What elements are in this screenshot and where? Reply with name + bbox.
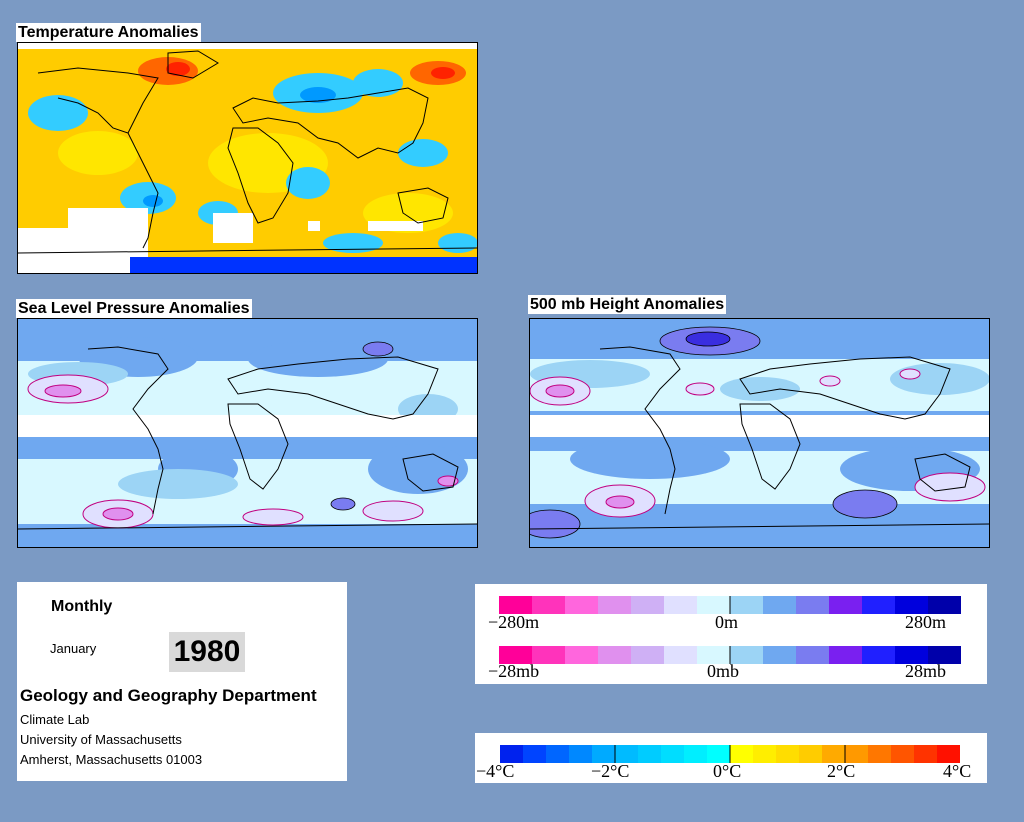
color-swatch [895, 596, 929, 614]
height-missing-band [530, 415, 989, 437]
color-swatch [730, 596, 764, 614]
coastlines [530, 346, 989, 530]
color-swatch [829, 596, 863, 614]
color-swatch [822, 745, 846, 763]
color-swatch [697, 646, 731, 664]
temperature-strong-cool [143, 87, 336, 207]
pressure-anomaly-map [17, 318, 478, 548]
color-swatch [697, 596, 731, 614]
color-swatch [565, 646, 599, 664]
color-swatch [937, 745, 960, 763]
color-swatch [664, 646, 698, 664]
temp-label-neg2: −2°C [591, 761, 630, 781]
year-label: 1980 [169, 632, 245, 672]
color-swatch [763, 646, 797, 664]
department-label: Geology and Geography Department [20, 686, 317, 705]
color-swatch [598, 596, 632, 614]
color-swatch [776, 745, 800, 763]
temperature-anomaly-map [17, 42, 478, 274]
color-swatch [546, 745, 570, 763]
color-swatch [753, 745, 777, 763]
coastlines [18, 346, 477, 530]
color-swatch [592, 745, 616, 763]
color-swatch [569, 745, 593, 763]
color-swatch [845, 745, 869, 763]
coastlines [18, 50, 477, 254]
height-anomaly-map [529, 318, 990, 548]
color-swatch [895, 646, 929, 664]
color-swatch [598, 646, 632, 664]
color-swatch [615, 745, 639, 763]
color-swatch [664, 596, 698, 614]
color-swatch [914, 745, 938, 763]
color-swatch [500, 745, 524, 763]
height-min-label: −280m [488, 612, 540, 632]
height-max-label: 280m [905, 612, 947, 632]
color-swatch [631, 646, 665, 664]
temp-label-4: 4°C [943, 761, 972, 781]
color-swatch [532, 596, 566, 614]
pressure-mid-label: 0mb [707, 661, 740, 681]
pressure-min-label: −28mb [488, 661, 540, 681]
color-swatch [862, 596, 896, 614]
color-swatch [730, 646, 764, 664]
pressure-missing-band [18, 415, 477, 437]
address-line: Amherst, Massachusetts 01003 [20, 752, 203, 767]
color-swatch [891, 745, 915, 763]
temp-label-2: 2°C [827, 761, 856, 781]
temperature-color-bar [500, 745, 960, 763]
color-swatch [829, 646, 863, 664]
temperature-map-title: Temperature Anomalies [16, 23, 201, 42]
month-label: January [50, 641, 97, 656]
color-swatch [763, 596, 797, 614]
color-swatch [532, 646, 566, 664]
university-line: University of Massachusetts [20, 732, 182, 747]
pressure-color-bar [499, 646, 961, 664]
mode-label: Monthly [51, 598, 113, 615]
pressure-max-label: 28mb [905, 661, 947, 681]
color-swatch [638, 745, 662, 763]
color-swatch [707, 745, 731, 763]
height-map-title: 500 mb Height Anomalies [528, 295, 727, 314]
color-swatch [684, 745, 708, 763]
temp-label-neg4: −4°C [476, 761, 515, 781]
color-swatch [868, 745, 892, 763]
antarctic-band [130, 257, 477, 273]
color-swatch [796, 646, 830, 664]
color-swatch [523, 745, 547, 763]
color-swatch [928, 646, 961, 664]
height-color-bar [499, 596, 961, 614]
height-pressure-legend: −280m 0m 280m −28mb 0mb 28mb [475, 584, 987, 684]
height-mid-label: 0m [715, 612, 739, 632]
pressure-map-title: Sea Level Pressure Anomalies [16, 299, 252, 318]
color-swatch [796, 596, 830, 614]
pressure-negative-bands [18, 319, 477, 547]
lab-line: Climate Lab [20, 712, 90, 727]
color-swatch [499, 646, 533, 664]
color-swatch [799, 745, 823, 763]
temp-label-0: 0°C [713, 761, 742, 781]
info-panel: Monthly January 1980 Geology and Geograp… [17, 582, 347, 781]
color-swatch [499, 596, 533, 614]
color-swatch [565, 596, 599, 614]
color-swatch [730, 745, 754, 763]
color-swatch [661, 745, 685, 763]
color-swatch [862, 646, 896, 664]
temperature-legend: −4°C −2°C 0°C 2°C 4°C [475, 733, 987, 783]
color-swatch [631, 596, 665, 614]
color-swatch [928, 596, 961, 614]
temperature-missing-data [18, 43, 477, 273]
